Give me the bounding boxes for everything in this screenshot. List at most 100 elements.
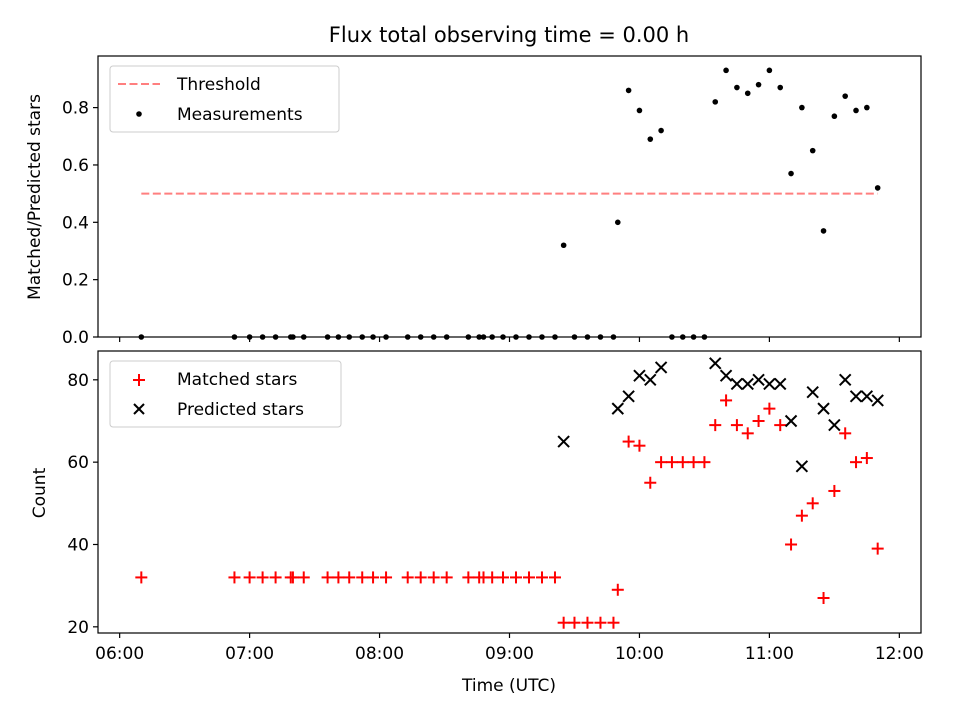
matched-star-marker xyxy=(774,419,787,432)
matched-star-marker xyxy=(839,427,852,440)
predicted-star-marker xyxy=(817,402,830,415)
matched-star-marker xyxy=(644,476,657,489)
matched-star-marker xyxy=(581,616,594,629)
count-y-tick-label: 80 xyxy=(67,371,89,391)
predicted-star-marker xyxy=(557,435,570,448)
matched-star-marker xyxy=(486,571,499,584)
count-panel: 20 40 60 80 06:00 07:00 08:00 09:00 10:00 11:00 1… xyxy=(30,350,924,696)
matched-star-marker xyxy=(828,484,841,497)
matched-star-marker xyxy=(607,616,620,629)
matched-star-marker xyxy=(795,509,808,522)
count-x-tick-label: 09:00 xyxy=(485,644,534,664)
ratio-y-axis: 0.0 0.2 0.4 0.6 0.8 xyxy=(62,99,98,348)
measurement-point xyxy=(777,84,784,91)
matched-star-marker xyxy=(676,456,689,469)
matched-star-marker xyxy=(860,452,873,465)
matched-star-marker xyxy=(763,402,776,415)
ratio-y-tick-label: 0.4 xyxy=(62,213,89,233)
matched-star-marker xyxy=(440,571,453,584)
predicted-star-marker xyxy=(654,361,668,374)
matched-star-marker xyxy=(509,571,522,584)
matched-star-marker xyxy=(557,616,570,629)
count-y-axis: 20 40 60 80 xyxy=(67,371,98,638)
predicted-star-marker xyxy=(752,373,765,387)
count-y-axis-label: Count xyxy=(30,467,50,518)
x-axis-label: Time (UTC) xyxy=(461,676,556,696)
matched-star-marker xyxy=(497,571,510,584)
matched-star-marker xyxy=(297,571,310,584)
count-x-tick-label: 11:00 xyxy=(745,644,794,664)
matched-star-marker xyxy=(343,571,356,584)
predicted-star-marker xyxy=(709,357,722,370)
count-x-tick-label: 10:00 xyxy=(615,644,664,664)
ratio-legend: Threshold Measurements xyxy=(109,65,340,133)
matched-star-marker xyxy=(594,616,607,629)
matched-star-marker xyxy=(135,571,148,584)
matched-star-marker xyxy=(427,571,440,584)
measurement-point xyxy=(734,84,740,91)
predicted-star-marker xyxy=(741,377,754,391)
measurement-point xyxy=(842,93,848,99)
matched-star-marker xyxy=(269,571,282,584)
count-legend: Matched stars Predicted stars xyxy=(109,360,342,428)
predicted-star-marker xyxy=(719,369,733,382)
ratio-y-tick-label: 0.0 xyxy=(62,328,89,348)
predicted-star-marker xyxy=(828,418,841,432)
matched-star-marker xyxy=(785,538,798,551)
predicted-star-marker xyxy=(763,377,776,391)
predicted-star-marker xyxy=(644,373,657,387)
ratio-legend-box xyxy=(109,65,340,133)
matched-star-marker xyxy=(568,616,581,629)
measurement-point xyxy=(614,219,621,226)
matched-star-marker xyxy=(655,456,668,469)
matched-legend-label: Matched stars xyxy=(177,370,297,390)
count-x-tick-label: 06:00 xyxy=(95,644,144,664)
measurement-point xyxy=(831,113,838,120)
matched-star-marker xyxy=(535,571,548,584)
matched-star-marker xyxy=(709,419,722,432)
matched-star-marker xyxy=(741,427,754,440)
matched-star-marker xyxy=(611,583,624,596)
predicted-star-marker xyxy=(871,394,884,407)
predicted-star-marker xyxy=(860,390,874,403)
measurement-point xyxy=(755,81,762,88)
matched-star-marker xyxy=(332,571,345,584)
measurement-point xyxy=(820,228,827,234)
matched-star-marker xyxy=(256,571,269,584)
predicted-star-marker xyxy=(730,377,744,391)
count-y-tick-label: 20 xyxy=(67,618,89,638)
matched-star-marker xyxy=(243,571,256,584)
matched-star-marker xyxy=(871,542,884,555)
ratio-panel: 0.00.20.40.60.8 Matched/Predicted stars … xyxy=(25,55,922,348)
matched-star-marker xyxy=(228,571,241,584)
matched-star-marker xyxy=(356,571,369,584)
ratio-y-tick-label: 0.2 xyxy=(62,271,89,291)
matched-star-marker xyxy=(850,456,863,469)
measurement-point xyxy=(766,67,773,74)
matched-star-marker xyxy=(462,571,475,584)
measurement-point xyxy=(560,242,567,249)
predicted-star-marker xyxy=(838,373,852,387)
count-y-tick-label: 60 xyxy=(67,453,89,473)
measurement-point xyxy=(658,127,664,134)
chart-title: Flux total observing time = 0.00 h xyxy=(329,23,689,47)
matched-star-marker xyxy=(548,571,561,584)
measurement-point xyxy=(853,107,859,114)
ratio-y-tick-label: 0.8 xyxy=(62,99,89,119)
predicted-star-marker xyxy=(784,414,798,428)
threshold-legend-label: Threshold xyxy=(176,75,261,95)
matched-star-marker xyxy=(380,571,393,584)
predicted-star-marker xyxy=(611,402,624,415)
predicted-star-marker xyxy=(774,377,787,391)
matched-star-marker xyxy=(665,456,678,469)
measurement-point xyxy=(864,104,870,111)
predicted-legend-label: Predicted stars xyxy=(177,400,304,420)
measurement-point xyxy=(636,107,643,114)
measurement-point xyxy=(625,87,632,94)
matched-star-marker xyxy=(698,456,711,469)
matched-star-marker xyxy=(286,571,299,584)
matched-star-marker xyxy=(806,497,819,510)
matched-star-marker xyxy=(321,571,334,584)
matched-star-marker xyxy=(687,456,700,469)
